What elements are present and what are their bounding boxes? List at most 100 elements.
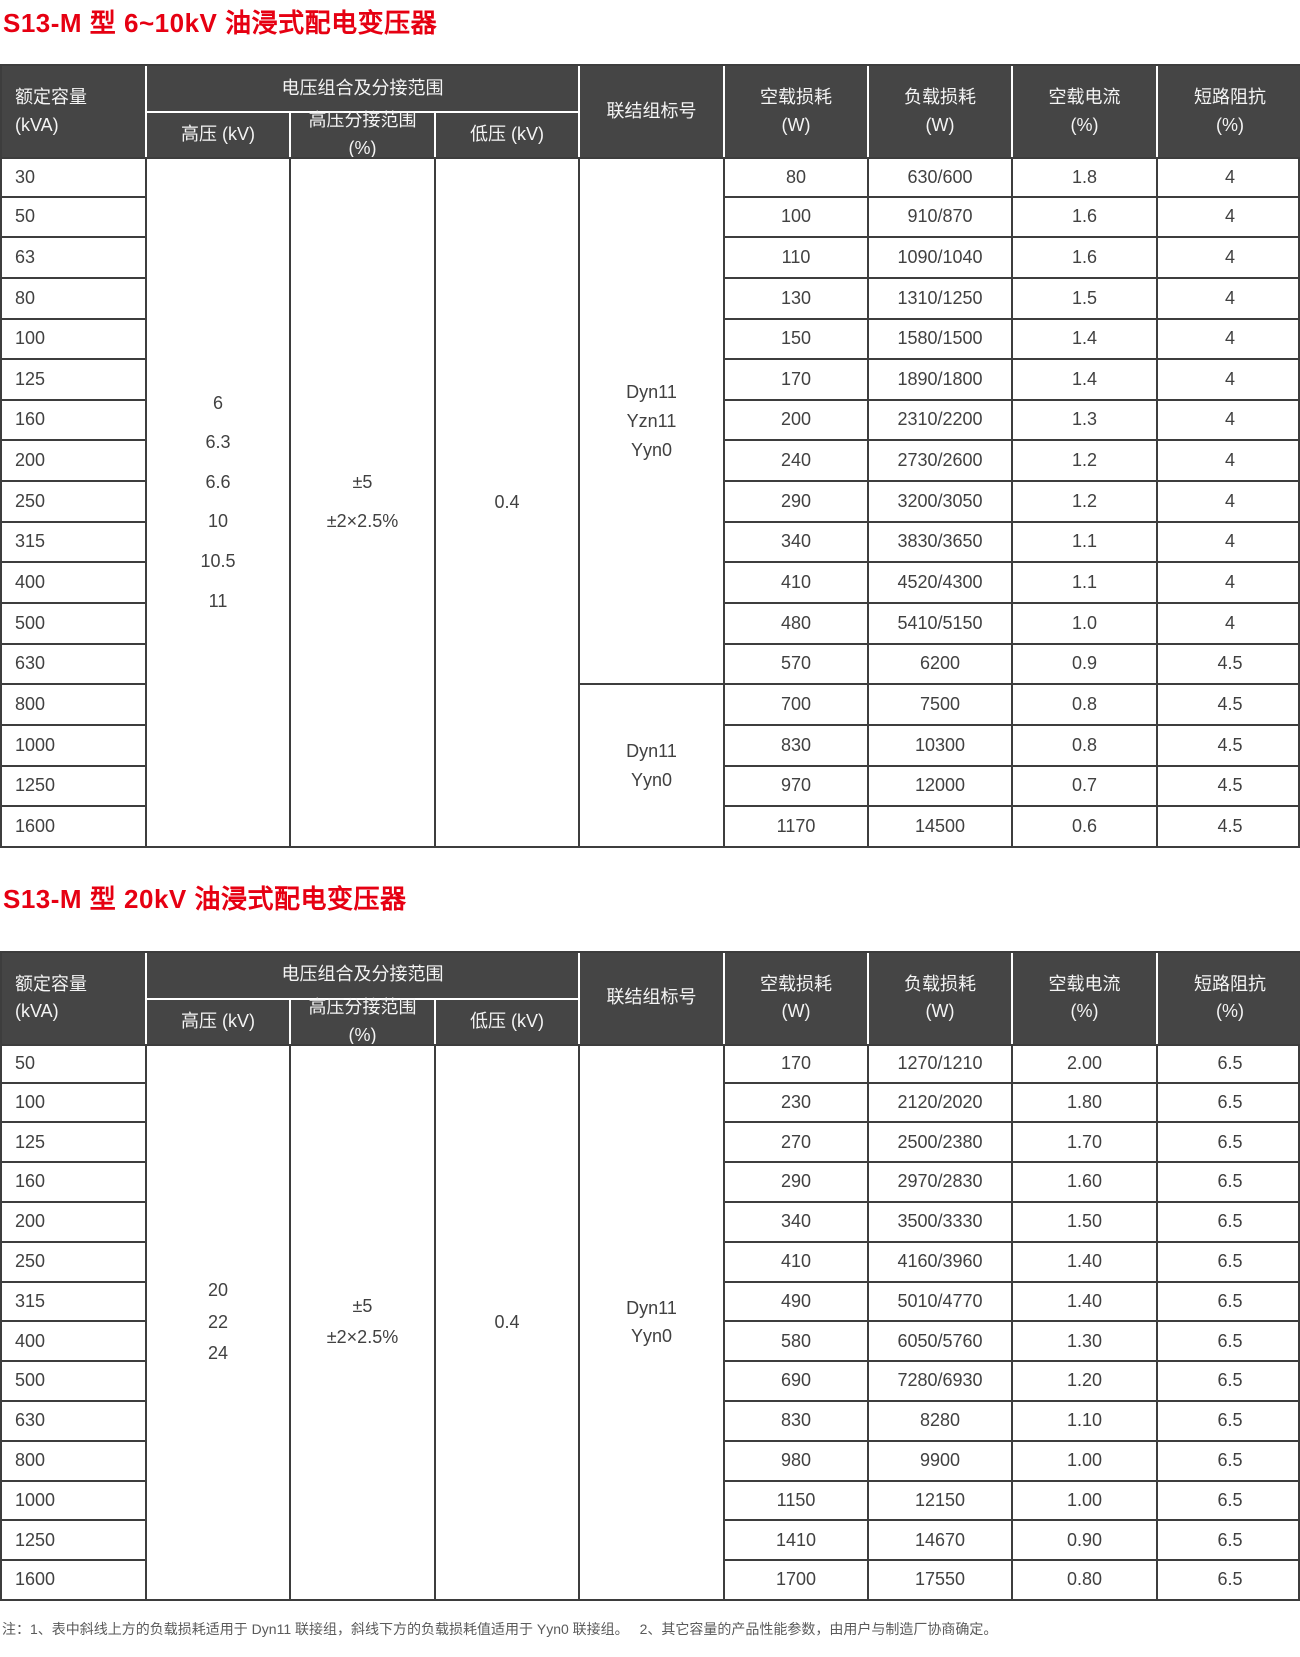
cell-line: 1.2 [1071, 490, 1098, 511]
capacity-cell: 50 [2, 197, 147, 239]
no-load-loss-cell: 290 [725, 1163, 869, 1204]
cell-line: 160 [15, 409, 46, 430]
cell-line: 14500 [914, 815, 966, 836]
impedance-cell: 6.5 [1158, 1442, 1300, 1482]
header-voltage-combo: 电压组合及分接范围 [147, 66, 580, 111]
capacity-cell: 315 [2, 522, 147, 564]
cell-line: 1890/1800 [897, 368, 983, 389]
no-load-current-cell: 1.4 [1013, 360, 1158, 401]
cell-line: 125 [15, 1131, 46, 1152]
header-hv: 高压 (kV) [147, 111, 291, 157]
cell-line: 1.5 [1071, 287, 1098, 308]
no-load-current-cell: 1.0 [1013, 604, 1158, 645]
cell-line: 4 [1224, 572, 1235, 593]
header-vector-group: 联结组标号 [580, 66, 725, 157]
cell-line: 2310/2200 [897, 409, 983, 430]
capacity-cell: 400 [2, 1322, 147, 1363]
cell-line: 0.7 [1071, 775, 1098, 796]
cell-line: 0.4 [494, 491, 520, 512]
load-loss-cell: 12000 [869, 766, 1013, 808]
cell-line: 1.10 [1066, 1410, 1103, 1431]
cell-line: 1.70 [1066, 1131, 1103, 1152]
no-load-current-cell: 0.8 [1013, 685, 1158, 726]
cell-line: 4 [1224, 490, 1235, 511]
cell-line: 6.5 [1217, 1091, 1243, 1112]
vector-group-cell: Dyn11 Yyn0 [580, 685, 725, 848]
capacity-cell: 250 [2, 482, 147, 523]
cell-line: 30 [15, 166, 36, 187]
cell-line: Dyn11 [626, 381, 677, 402]
no-load-current-cell: 0.6 [1013, 807, 1158, 848]
capacity-cell: 160 [2, 400, 147, 442]
table1-grid: 额定容量 (kVA) 电压组合及分接范围 高压 (kV) 高压分接范围 (%) 低压 (kV… [0, 64, 1300, 848]
cell-line: ±2×2.5% [326, 511, 399, 532]
load-loss-cell: 9900 [869, 1441, 1013, 1482]
cell-line: 10300 [914, 734, 966, 755]
cell-line: 570 [780, 653, 812, 674]
cell-line: 910/870 [907, 206, 973, 227]
cell-line: 7500 [919, 693, 961, 714]
cell-line: 7280/6930 [897, 1370, 983, 1391]
header-capacity: 额定容量 (kVA) [2, 952, 147, 1044]
load-loss-cell: 8280 [869, 1402, 1013, 1442]
impedance-cell: 6.5 [1158, 1203, 1300, 1243]
cell-line: 80 [785, 166, 807, 187]
cell-line: 9900 [919, 1450, 961, 1471]
cell-line: 负载损耗 [904, 973, 976, 994]
load-loss-cell: 1580/1500 [869, 319, 1013, 361]
table1-title: S13-M 型 6~10kV 油浸式配电变压器 [3, 8, 438, 38]
no-load-loss-cell: 170 [725, 360, 869, 401]
capacity-cell: 315 [2, 1282, 147, 1323]
header-no-load-loss: 空载损耗 (W) [725, 66, 869, 157]
no-load-loss-cell: 480 [725, 604, 869, 645]
cell-line: 4 [1224, 206, 1235, 227]
no-load-loss-cell: 490 [725, 1282, 869, 1323]
impedance-cell: 4 [1158, 523, 1300, 564]
capacity-cell: 125 [2, 360, 147, 401]
load-loss-cell: 2500/2380 [869, 1123, 1013, 1164]
load-loss-cell: 2730/2600 [869, 441, 1013, 483]
cell-line: 400 [15, 1330, 46, 1351]
no-load-current-cell: 1.40 [1013, 1242, 1158, 1283]
cell-line: 4 [1224, 450, 1235, 471]
cell-line: 空载损耗 [760, 86, 832, 107]
impedance-cell: 4 [1158, 360, 1300, 401]
cell-line: 4160/3960 [897, 1251, 983, 1272]
load-loss-cell: 5410/5150 [869, 604, 1013, 645]
cell-line: Yyn0 [630, 1326, 673, 1347]
load-loss-cell: 14500 [869, 807, 1013, 848]
cell-line: 150 [780, 328, 812, 349]
vector-group-cell: Dyn11 Yzn11 Yyn0 [580, 157, 725, 686]
capacity-cell: 630 [2, 1402, 147, 1442]
capacity-cell: 500 [2, 1362, 147, 1403]
no-load-current-cell: 1.8 [1013, 157, 1158, 198]
cell-line: 6.5 [1217, 1489, 1243, 1510]
cell-line: 1.40 [1066, 1290, 1103, 1311]
no-load-loss-cell: 830 [725, 1402, 869, 1442]
tap-range-cell: ±5 ±2×2.5% [291, 1043, 436, 1602]
no-load-loss-cell: 200 [725, 400, 869, 442]
table2-title: S13-M 型 20kV 油浸式配电变压器 [3, 883, 407, 914]
impedance-cell: 4.5 [1158, 726, 1300, 767]
cell-line: 1310/1250 [897, 287, 983, 308]
cell-line: 电压组合及分接范围 [281, 77, 444, 98]
cell-line: 电压组合及分接范围 [281, 964, 444, 985]
cell-line: 4 [1224, 166, 1235, 187]
cell-line: 8280 [919, 1410, 961, 1431]
cell-line: 290 [780, 490, 812, 511]
cell-line: 空载电流 [1048, 973, 1121, 994]
cell-line: 800 [15, 1450, 46, 1471]
cell-line: 6.5 [1217, 1211, 1243, 1232]
cell-line: 50 [15, 206, 36, 227]
cell-line: 6.3 [205, 432, 231, 453]
no-load-loss-cell: 970 [725, 766, 869, 808]
load-loss-cell: 1090/1040 [869, 238, 1013, 279]
cell-line: 630 [15, 1410, 46, 1431]
no-load-current-cell: 1.3 [1013, 400, 1158, 442]
cell-line: 6200 [919, 653, 961, 674]
header-capacity: 额定容量 (kVA) [2, 66, 147, 157]
no-load-current-cell: 2.00 [1013, 1043, 1158, 1084]
no-load-current-cell: 1.20 [1013, 1362, 1158, 1403]
cell-line: 250 [15, 490, 46, 511]
cell-line: 6.5 [1217, 1330, 1243, 1351]
